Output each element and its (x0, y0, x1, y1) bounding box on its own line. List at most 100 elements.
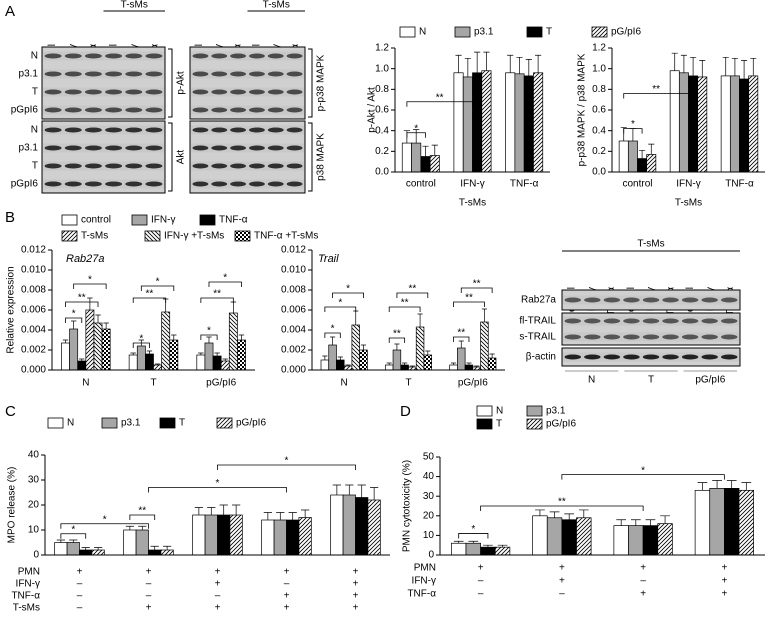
blot-band (584, 297, 601, 303)
blot-band (84, 107, 102, 113)
blot-band (286, 145, 303, 151)
blot-band (105, 181, 123, 187)
condition-value: – (77, 579, 83, 590)
error-bar (207, 507, 216, 515)
bar (343, 365, 353, 371)
blot-band (662, 318, 679, 324)
blot-band (721, 354, 738, 360)
y-tick-label: 0.6 (375, 105, 389, 116)
condition-value: – (478, 576, 484, 587)
blot-band (44, 181, 62, 187)
error-bar (455, 54, 462, 73)
legend-label: p3.1 (546, 406, 566, 417)
condition-value: – (559, 589, 565, 600)
bar (330, 494, 344, 556)
bar (160, 549, 174, 556)
section-label: p38 MAPK (316, 133, 327, 181)
legend-label: T (546, 27, 552, 38)
bar (261, 519, 275, 556)
bar (359, 349, 368, 371)
row-label: T (32, 87, 38, 98)
condition-label: IFN-γ (412, 576, 436, 587)
y-tick-label: 0.8 (592, 84, 606, 95)
y-tick-label: 1.2 (375, 43, 389, 54)
blot-strip (43, 179, 164, 189)
legend-swatch (526, 405, 543, 417)
blot-band (623, 297, 640, 303)
error-bar (194, 507, 204, 515)
significance-label: ** (436, 92, 444, 103)
lane-group-label: T-sMs (263, 0, 290, 11)
blot-band (249, 163, 265, 169)
blot-band (84, 71, 102, 77)
bar (85, 309, 95, 371)
bar (449, 364, 458, 371)
bar (669, 70, 680, 173)
error-bar (630, 519, 641, 526)
y-tick-label: 1.0 (592, 63, 606, 74)
row-label: Rab27a (521, 295, 556, 306)
lane-group-label: T-sMs (637, 239, 664, 250)
condition-value: + (146, 567, 152, 578)
bar (748, 75, 759, 173)
condition-value: – (478, 589, 484, 600)
error-bar (198, 352, 204, 355)
blot-band (84, 53, 102, 59)
x-tick-label: T (150, 378, 156, 389)
legend-label: N (67, 418, 74, 429)
bar (384, 364, 394, 371)
legend-swatch (454, 26, 471, 38)
bar (153, 364, 162, 371)
bar (494, 546, 511, 556)
condition-label: T-sMs (13, 603, 40, 612)
blot-band (125, 181, 143, 187)
bar (411, 142, 422, 173)
error-bar (535, 509, 545, 516)
error-bar (345, 484, 354, 495)
blot-band (681, 334, 699, 340)
blot-band (701, 318, 718, 324)
row-label: s-TRAIL (519, 332, 556, 343)
blot-band (267, 127, 284, 133)
legend-swatch (61, 214, 78, 226)
row-label: N (31, 125, 38, 136)
error-bar (616, 519, 627, 526)
error-bar (741, 60, 748, 79)
error-bar (660, 515, 670, 524)
y-tick-label: 0.8 (375, 84, 389, 95)
y-tick-label: 40 (28, 450, 40, 461)
error-bar (629, 128, 636, 141)
blot-band (64, 71, 82, 77)
y-tick-label: 0.004 (21, 325, 46, 336)
bar (192, 514, 206, 556)
blot-band (192, 107, 209, 113)
bar (646, 154, 657, 173)
bar (480, 321, 489, 371)
bar (694, 489, 711, 556)
significance-bracket (140, 285, 175, 291)
bar (212, 355, 222, 371)
legend-label: T (179, 418, 185, 429)
legend-swatch (199, 214, 216, 226)
error-bar (394, 343, 400, 350)
error-bar (680, 54, 687, 73)
blot-band (642, 318, 660, 324)
error-bar (171, 334, 177, 340)
y-tick-label: 1.2 (592, 43, 606, 54)
bar (61, 342, 70, 371)
error-bar (712, 480, 722, 489)
blot-band (105, 163, 123, 169)
bar (627, 140, 638, 173)
blot-band (84, 127, 102, 133)
bar (514, 73, 525, 173)
blot-band (623, 354, 640, 360)
blot-band (192, 163, 209, 169)
blot-strip (43, 87, 164, 97)
significance-bracket (406, 101, 473, 107)
significance-bracket (208, 281, 242, 287)
error-bar (750, 57, 757, 76)
significance-label: ** (213, 289, 221, 300)
significance-bracket (324, 332, 341, 338)
blot-band (125, 89, 143, 95)
blot-band (125, 107, 143, 113)
